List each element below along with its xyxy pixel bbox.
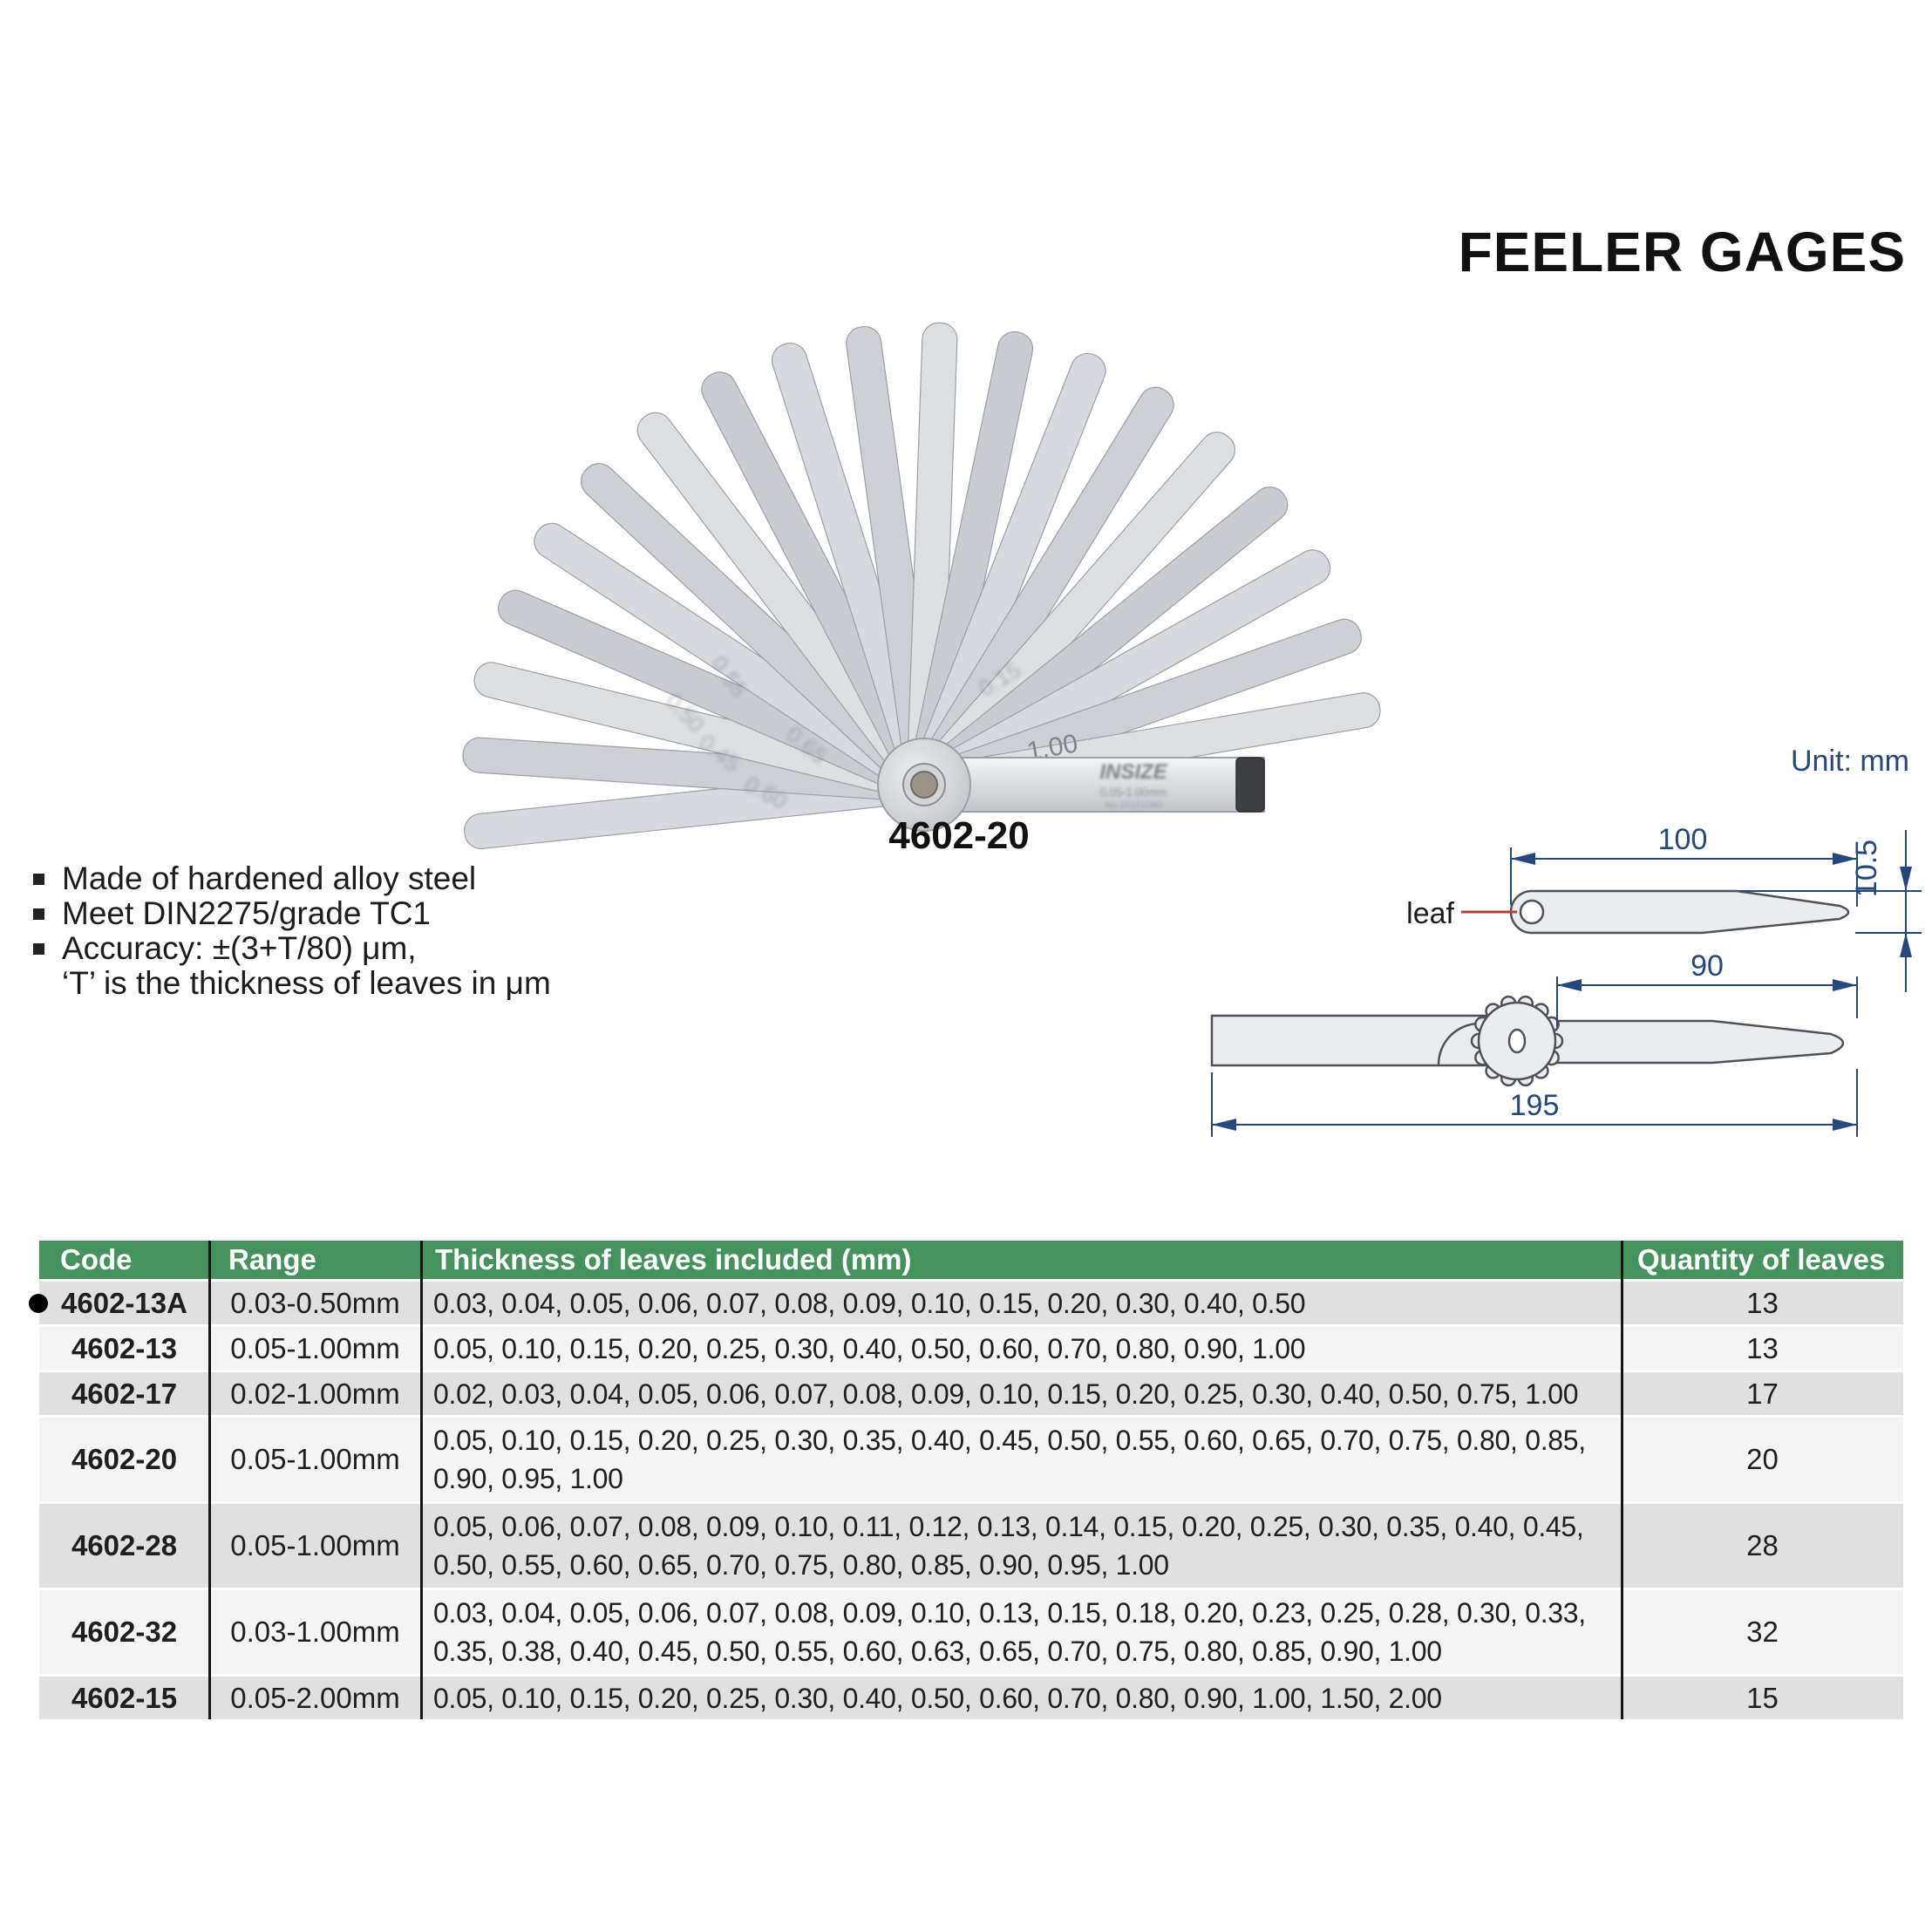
- table-header-row: Code Range Thickness of leaves included …: [39, 1241, 1903, 1279]
- column-divider: [208, 1241, 211, 1719]
- cell-quantity: 20: [1746, 1443, 1779, 1475]
- feature-text: ‘T’ is the thickness of leaves in μm: [62, 965, 551, 1001]
- unit-label: Unit: mm: [1791, 745, 1909, 778]
- feature-item: Accuracy: ±(3+T/80) μm,: [31, 931, 551, 966]
- bullet-square-icon: [33, 908, 44, 920]
- leaf-label: leaf: [1406, 897, 1454, 930]
- cell-code: 4602-13: [71, 1331, 178, 1364]
- cell-range: 0.05-1.00mm: [230, 1529, 400, 1561]
- table-row: 4602-17 0.02-1.00mm 0.02, 0.03, 0.04, 0.05…: [39, 1370, 1903, 1415]
- handle-end-cap: [1235, 757, 1265, 813]
- spec-table: Code Range Thickness of leaves included …: [29, 1241, 1903, 1719]
- fan-leaves: [462, 322, 1381, 850]
- extended-leaf-outline: [1520, 1019, 1845, 1065]
- cell-quantity: 13: [1746, 1331, 1779, 1364]
- cell-thickness: 0.05, 0.10, 0.15, 0.20, 0.25, 0.30, 0.40…: [421, 1327, 1622, 1370]
- feature-text: Made of hardened alloy steel: [62, 861, 477, 896]
- cell-code: 4602-13A: [61, 1286, 187, 1319]
- highlight-dot: [29, 1293, 48, 1313]
- cell-quantity: 13: [1746, 1286, 1779, 1319]
- thickness-line: 0.03, 0.04, 0.05, 0.06, 0.07, 0.08, 0.09…: [433, 1287, 1306, 1319]
- table-row: 4602-28 0.05-1.00mm 0.05, 0.06, 0.07, 0.08…: [39, 1501, 1903, 1588]
- col-header-thickness: Thickness of leaves included (mm): [435, 1243, 912, 1276]
- leaf-drawing: leaf 100 10.5: [1406, 823, 1922, 992]
- cell-quantity: 17: [1746, 1377, 1779, 1410]
- cell-range: 0.03-0.50mm: [230, 1286, 400, 1319]
- svg-text:0.05-1.00mm: 0.05-1.00mm: [1100, 786, 1167, 799]
- thickness-line: 0.35, 0.38, 0.40, 0.45, 0.50, 0.55, 0.60…: [433, 1636, 1442, 1667]
- column-divider: [420, 1241, 423, 1719]
- pivot-rivet: [877, 738, 971, 832]
- feature-text: Accuracy: ±(3+T/80) μm,: [62, 930, 417, 966]
- wheel-hole: [1507, 1028, 1527, 1054]
- cell-range: 0.05-2.00mm: [230, 1681, 400, 1714]
- handle-outline: [1210, 1014, 1515, 1067]
- dim-195: [1211, 1069, 1858, 1137]
- cell-code: 4602-32: [71, 1616, 178, 1648]
- thickness-line: 0.50, 0.55, 0.60, 0.65, 0.70, 0.75, 0.80…: [433, 1549, 1169, 1581]
- column-divider: [1621, 1241, 1623, 1719]
- cell-thickness: 0.05, 0.10, 0.15, 0.20, 0.25, 0.30, 0.35…: [421, 1418, 1622, 1501]
- table-row: 4602-20 0.05-1.00mm 0.05, 0.10, 0.15, 0.20…: [39, 1415, 1903, 1501]
- svg-text:No.20151090: No.20151090: [1105, 800, 1162, 811]
- col-header-code: Code: [60, 1243, 133, 1276]
- table-row: 4602-15 0.05-2.00mm 0.05, 0.10, 0.15, 0.20…: [39, 1674, 1903, 1719]
- bullet-square-icon: [33, 874, 44, 885]
- cell-range: 0.02-1.00mm: [230, 1377, 400, 1410]
- leaf-outline: [1509, 889, 1850, 935]
- feature-item: ‘T’ is the thickness of leaves in μm: [31, 966, 551, 1001]
- table-row: 4602-32 0.03-1.00mm 0.03, 0.04, 0.05, 0.06…: [39, 1588, 1903, 1674]
- feature-item: Meet DIN2275/grade TC1: [31, 896, 551, 931]
- thickness-line: 0.03, 0.04, 0.05, 0.06, 0.07, 0.08, 0.09…: [433, 1597, 1586, 1629]
- leaf-hole: [1519, 899, 1545, 925]
- bullet-square-icon: [33, 943, 44, 955]
- cell-quantity: 28: [1746, 1529, 1779, 1561]
- dim-10-5-label: 10.5: [1850, 840, 1883, 897]
- table-row: 4602-13A 0.03-0.50mm 0.03, 0.04, 0.05, 0.0…: [29, 1279, 1903, 1324]
- features-list: Made of hardened alloy steel Meet DIN2275…: [31, 861, 551, 1001]
- cell-code: 4602-15: [71, 1681, 178, 1714]
- cell-range: 0.05-1.00mm: [230, 1443, 400, 1475]
- feature-item: Made of hardened alloy steel: [31, 861, 551, 896]
- handle-brand-logo: INSIZE 0.05-1.00mm No.20151090: [1099, 760, 1167, 811]
- table-row: 4602-13 0.05-1.00mm 0.05, 0.10, 0.15, 0.20…: [39, 1324, 1903, 1370]
- thickness-line: 0.02, 0.03, 0.04, 0.05, 0.06, 0.07, 0.08…: [433, 1378, 1579, 1410]
- dim-100-label: 100: [1658, 823, 1708, 856]
- dim-10-5: [1739, 830, 1922, 992]
- svg-text:INSIZE: INSIZE: [1099, 760, 1167, 784]
- cell-thickness: 0.05, 0.10, 0.15, 0.20, 0.25, 0.30, 0.40…: [421, 1677, 1622, 1719]
- cell-thickness: 0.03, 0.04, 0.05, 0.06, 0.07, 0.08, 0.09…: [421, 1282, 1622, 1324]
- thickness-line: 0.05, 0.10, 0.15, 0.20, 0.25, 0.30, 0.35…: [433, 1425, 1586, 1456]
- thickness-line: 0.05, 0.10, 0.15, 0.20, 0.25, 0.30, 0.40…: [433, 1682, 1442, 1714]
- page-title: FEELER GAGES: [1458, 221, 1906, 283]
- photo-caption-model: 4602-20: [888, 814, 1030, 857]
- cell-quantity: 32: [1746, 1616, 1779, 1648]
- thickness-line: 0.05, 0.10, 0.15, 0.20, 0.25, 0.30, 0.40…: [433, 1332, 1306, 1364]
- gage-handle: INSIZE 0.05-1.00mm No.20151090: [923, 757, 1265, 813]
- thickness-line: 0.05, 0.06, 0.07, 0.08, 0.09, 0.10, 0.11…: [433, 1511, 1584, 1542]
- dim-90: [1556, 976, 1858, 1027]
- cell-thickness: 0.02, 0.03, 0.04, 0.05, 0.06, 0.07, 0.08…: [421, 1372, 1622, 1415]
- cell-quantity: 15: [1746, 1681, 1779, 1714]
- table-body: 4602-13A 0.03-0.50mm 0.03, 0.04, 0.05, 0.0…: [29, 1279, 1903, 1719]
- cell-thickness: 0.03, 0.04, 0.05, 0.06, 0.07, 0.08, 0.09…: [421, 1590, 1622, 1674]
- dim-100: [1510, 847, 1858, 907]
- cell-code: 4602-28: [71, 1529, 178, 1561]
- feature-text: Meet DIN2275/grade TC1: [62, 895, 431, 931]
- cell-thickness: 0.05, 0.06, 0.07, 0.08, 0.09, 0.10, 0.11…: [421, 1504, 1622, 1588]
- dim-90-label: 90: [1690, 949, 1724, 983]
- gage-drawing: 90 195: [1210, 949, 1858, 1137]
- cell-code: 4602-20: [71, 1443, 178, 1475]
- col-header-range: Range: [228, 1243, 316, 1276]
- col-header-quantity: Quantity of leaves: [1637, 1243, 1886, 1276]
- thickness-line: 0.90, 0.95, 1.00: [433, 1463, 623, 1494]
- dim-195-label: 195: [1510, 1089, 1560, 1122]
- cell-range: 0.05-1.00mm: [230, 1331, 400, 1364]
- cell-range: 0.03-1.00mm: [230, 1616, 400, 1648]
- cell-code: 4602-17: [71, 1377, 178, 1410]
